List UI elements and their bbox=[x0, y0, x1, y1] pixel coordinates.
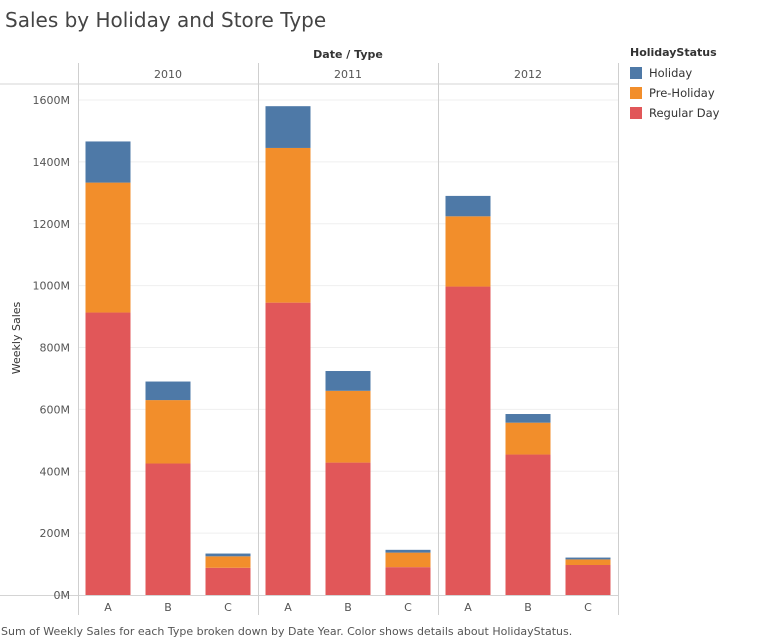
bar-segment-regular-day bbox=[265, 302, 311, 595]
bar-segment-holiday bbox=[205, 553, 251, 557]
bar-segment-holiday bbox=[85, 141, 131, 183]
bar-segment-regular-day bbox=[145, 463, 191, 595]
legend-item-pre-holiday[interactable]: Pre-Holiday bbox=[630, 83, 719, 103]
bar-segment-pre-holiday bbox=[205, 556, 251, 568]
bar-segment-regular-day bbox=[385, 567, 431, 595]
bar-segment-holiday bbox=[385, 549, 431, 553]
bar-segment-pre-holiday bbox=[85, 182, 131, 313]
y-tick-label: 200M bbox=[40, 527, 71, 540]
bar-segment-regular-day bbox=[505, 454, 551, 595]
x-tick-label: C bbox=[404, 601, 412, 614]
bar-segment-pre-holiday bbox=[445, 216, 491, 287]
x-tick-label: B bbox=[164, 601, 172, 614]
legend-swatch-regular-day bbox=[630, 107, 642, 119]
bar-segment-pre-holiday bbox=[265, 147, 311, 303]
bar-segment-regular-day bbox=[85, 312, 131, 595]
bar-segment-regular-day bbox=[565, 564, 611, 595]
panel-header: 2012 bbox=[514, 68, 542, 81]
x-tick-label: A bbox=[284, 601, 292, 614]
bar-segment-pre-holiday bbox=[145, 400, 191, 464]
chart-caption: Sum of Weekly Sales for each Type broken… bbox=[1, 625, 573, 638]
legend-item-regular-day[interactable]: Regular Day bbox=[630, 103, 719, 123]
chart-title: Sales by Holiday and Store Type bbox=[5, 8, 327, 32]
bar-segment-holiday bbox=[565, 557, 611, 560]
x-tick-label: A bbox=[464, 601, 472, 614]
y-tick-label: 1600M bbox=[33, 94, 71, 107]
bar-segment-holiday bbox=[505, 414, 551, 423]
legend-label: Pre-Holiday bbox=[649, 86, 715, 100]
bar-segment-regular-day bbox=[205, 567, 251, 595]
bar-segment-pre-holiday bbox=[385, 552, 431, 568]
legend-label: Holiday bbox=[649, 66, 693, 80]
y-tick-label: 600M bbox=[40, 403, 71, 416]
bar-segment-holiday bbox=[265, 106, 311, 148]
y-tick-label: 400M bbox=[40, 465, 71, 478]
y-tick-label: 1200M bbox=[33, 218, 71, 231]
bar-segment-holiday bbox=[445, 195, 491, 217]
y-tick-label: 0M bbox=[54, 589, 71, 602]
panel-header: 2011 bbox=[334, 68, 362, 81]
bar-segment-regular-day bbox=[445, 286, 491, 595]
y-tick-label: 1400M bbox=[33, 156, 71, 169]
legend-swatch-pre-holiday bbox=[630, 87, 642, 99]
column-header: Date / Type bbox=[313, 48, 383, 61]
x-tick-label: C bbox=[584, 601, 592, 614]
legend-item-holiday[interactable]: Holiday bbox=[630, 63, 719, 83]
bar-segment-regular-day bbox=[325, 462, 371, 595]
x-tick-label: B bbox=[524, 601, 532, 614]
y-tick-label: 1000M bbox=[33, 280, 71, 293]
y-tick-label: 800M bbox=[40, 342, 71, 355]
x-tick-label: C bbox=[224, 601, 232, 614]
x-tick-label: B bbox=[344, 601, 352, 614]
legend-label: Regular Day bbox=[649, 106, 720, 120]
bar-segment-pre-holiday bbox=[325, 390, 371, 463]
bar-segment-pre-holiday bbox=[565, 559, 611, 565]
bar-segment-holiday bbox=[145, 381, 191, 401]
legend-title: HolidayStatus bbox=[630, 46, 717, 59]
panel-header: 2010 bbox=[154, 68, 182, 81]
bar-segment-pre-holiday bbox=[505, 422, 551, 455]
legend-swatch-holiday bbox=[630, 67, 642, 79]
legend: HolidayStatus Holiday Pre-Holiday Regula… bbox=[630, 46, 719, 123]
y-axis-label: Weekly Sales bbox=[10, 301, 23, 374]
x-tick-label: A bbox=[104, 601, 112, 614]
bar-segment-holiday bbox=[325, 371, 371, 391]
